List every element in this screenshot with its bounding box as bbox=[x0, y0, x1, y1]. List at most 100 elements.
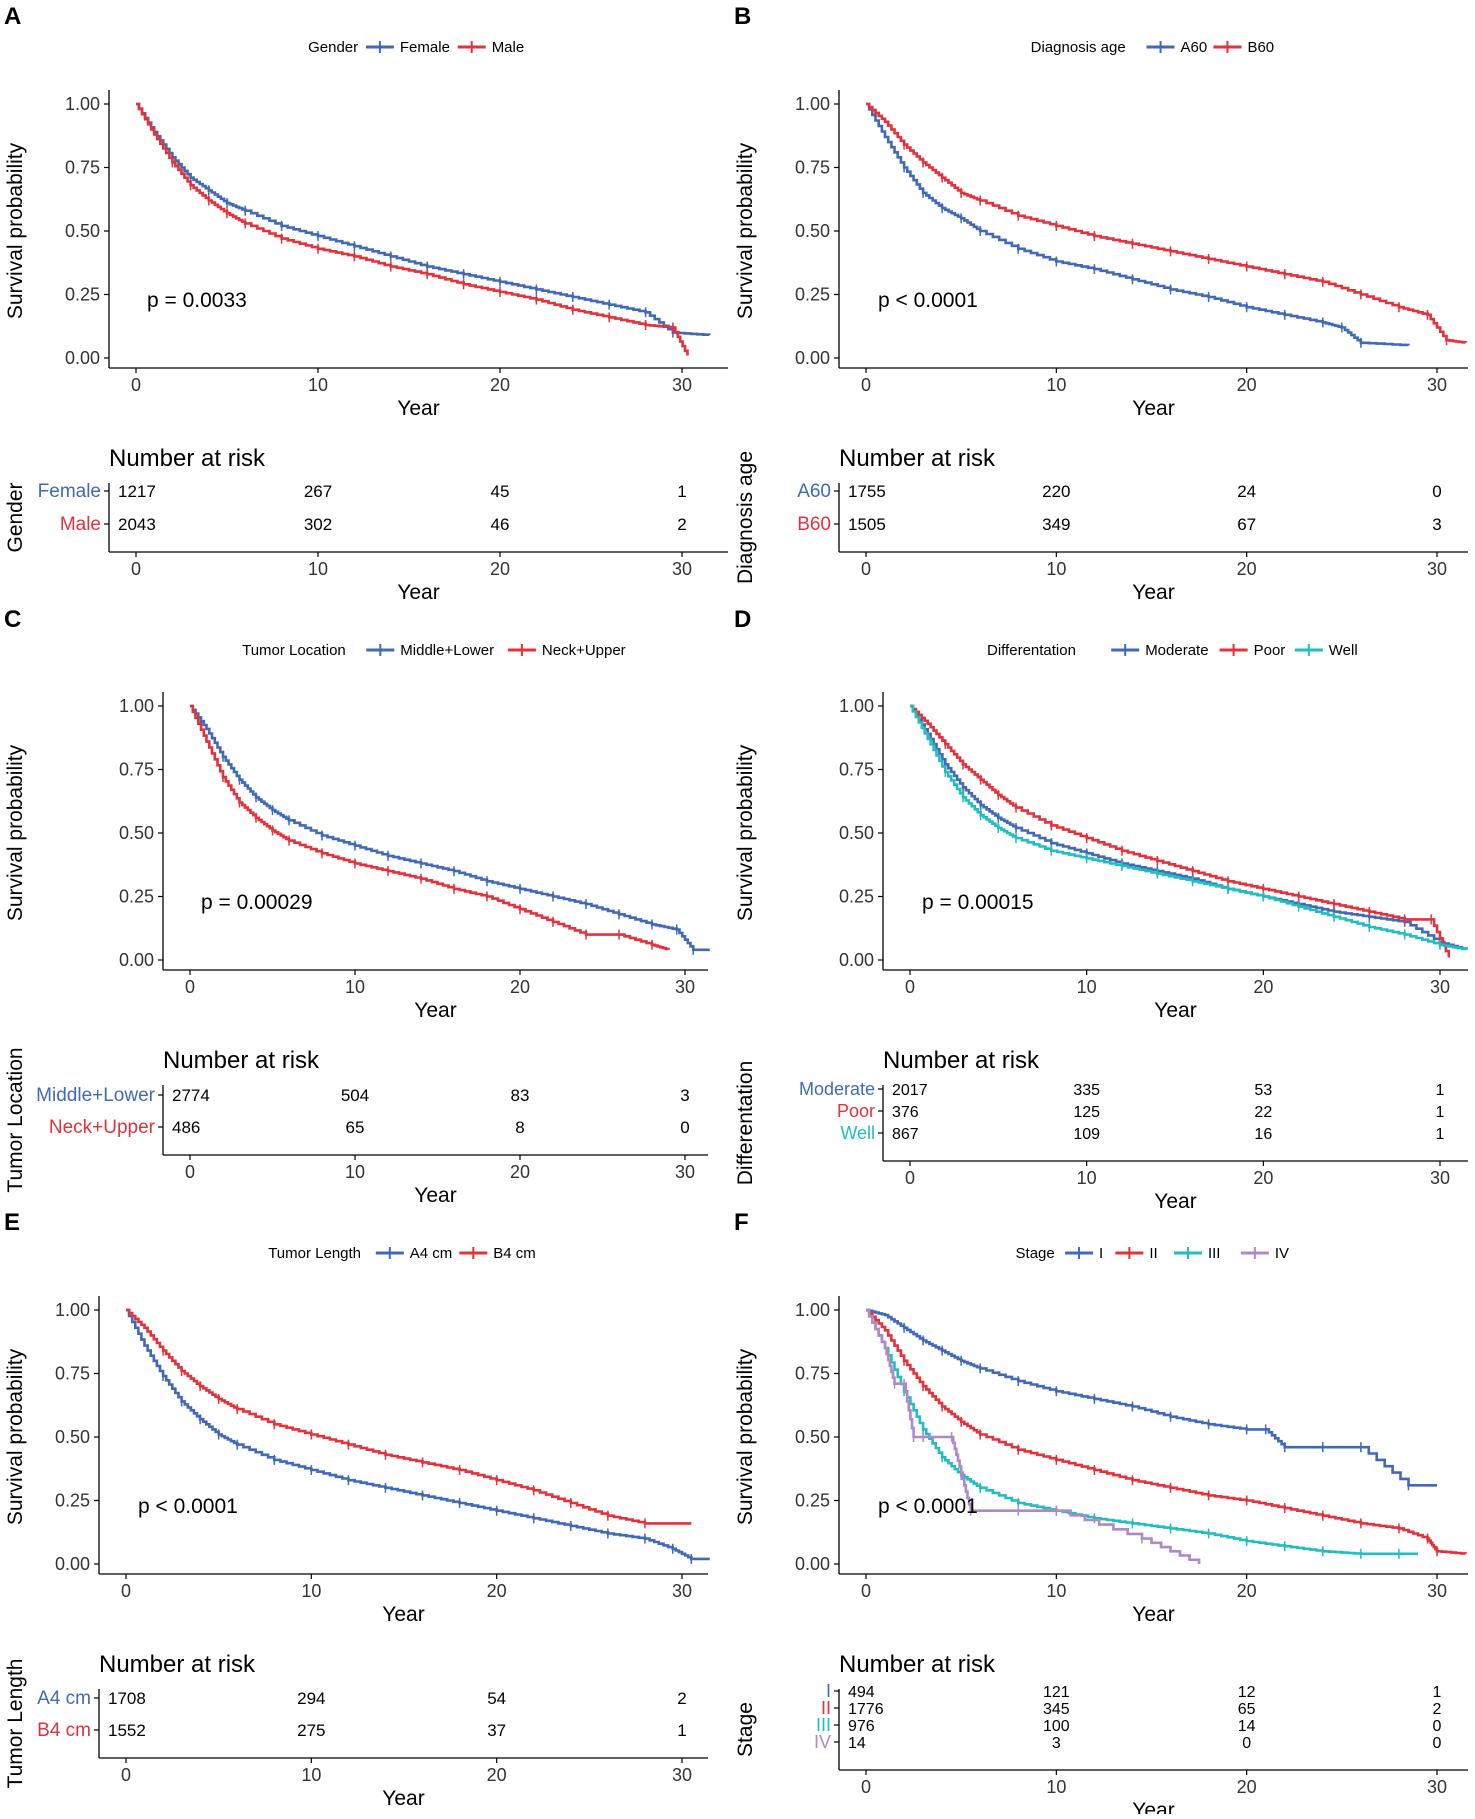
risk-x-tick-label: 0 bbox=[861, 1777, 871, 1797]
x-tick-label: 30 bbox=[1427, 375, 1447, 395]
panel-c: C Tumor Location Middle+Lower Neck+Upper 0.0… bbox=[4, 606, 710, 1207]
risk-x-axis-title: Year bbox=[382, 1787, 424, 1810]
risk-value: 65 bbox=[1238, 1701, 1256, 1718]
legend-label: Middle+Lower bbox=[400, 642, 494, 659]
x-tick-label: 30 bbox=[672, 375, 692, 395]
risk-x-tick-label: 10 bbox=[301, 1765, 321, 1785]
risk-x-axis-title: Year bbox=[397, 581, 439, 604]
y-tick-label: 0.50 bbox=[839, 823, 874, 843]
risk-value: 335 bbox=[1073, 1082, 1100, 1099]
risk-row-label: Middle+Lower bbox=[36, 1085, 155, 1106]
legend-label: Female bbox=[400, 39, 450, 56]
x-tick-label: 0 bbox=[131, 375, 141, 395]
legend: Tumor Length A4 cm B4 cm bbox=[268, 1245, 536, 1262]
y-axis-title: Survival probability bbox=[734, 744, 757, 921]
risk-x-tick-label: 0 bbox=[905, 1168, 915, 1188]
x-tick-label: 0 bbox=[861, 375, 871, 395]
x-tick-label: 10 bbox=[345, 977, 365, 997]
risk-value: 24 bbox=[1237, 482, 1256, 501]
risk-table-title: Number at risk bbox=[99, 1651, 256, 1678]
risk-value: 1 bbox=[677, 482, 686, 501]
y-tick-label: 0.50 bbox=[65, 221, 100, 241]
risk-value: 53 bbox=[1254, 1082, 1272, 1099]
risk-x-tick-label: 20 bbox=[1253, 1168, 1273, 1188]
legend-label: A4 cm bbox=[410, 1245, 453, 1262]
legend-title: Differentation bbox=[987, 642, 1076, 659]
x-axis-title: Year bbox=[414, 999, 456, 1022]
risk-value: 14 bbox=[1238, 1718, 1256, 1735]
risk-value: 2043 bbox=[118, 515, 156, 534]
x-tick-label: 0 bbox=[861, 1581, 871, 1601]
risk-value: 220 bbox=[1042, 482, 1070, 501]
x-tick-label: 10 bbox=[1046, 375, 1066, 395]
risk-row-label: II bbox=[821, 1698, 831, 1718]
panel-letter: D bbox=[734, 606, 751, 633]
x-axis-title: Year bbox=[1154, 999, 1196, 1022]
risk-x-tick-label: 10 bbox=[345, 1162, 365, 1182]
x-tick-label: 10 bbox=[1046, 1581, 1066, 1601]
legend-title: Gender bbox=[308, 39, 358, 56]
risk-value: 37 bbox=[487, 1721, 506, 1740]
risk-axis-title: Differentation bbox=[734, 1061, 757, 1186]
legend-label: I bbox=[1099, 1245, 1103, 1262]
x-tick-label: 30 bbox=[1427, 1581, 1447, 1601]
x-tick-label: 10 bbox=[1077, 977, 1097, 997]
risk-value: 267 bbox=[304, 482, 332, 501]
y-tick-label: 1.00 bbox=[65, 94, 100, 114]
risk-row-label: Well bbox=[840, 1123, 875, 1143]
risk-x-axis-title: Year bbox=[1154, 1190, 1196, 1213]
risk-x-tick-label: 20 bbox=[1237, 1777, 1257, 1797]
risk-value: 83 bbox=[511, 1086, 530, 1105]
risk-value: 275 bbox=[297, 1721, 325, 1740]
legend-label: B4 cm bbox=[493, 1245, 536, 1262]
x-tick-label: 0 bbox=[905, 977, 915, 997]
panel-letter: C bbox=[4, 606, 21, 633]
risk-row-label: I bbox=[826, 1681, 831, 1701]
risk-x-tick-label: 10 bbox=[1077, 1168, 1097, 1188]
x-axis-title: Year bbox=[397, 397, 439, 420]
x-tick-label: 30 bbox=[1430, 977, 1450, 997]
km-curve-well bbox=[910, 704, 1468, 951]
risk-x-tick-label: 10 bbox=[308, 559, 328, 579]
risk-value: 0 bbox=[1433, 1718, 1442, 1735]
p-value: p < 0.0001 bbox=[878, 289, 978, 312]
risk-row-label: IV bbox=[814, 1732, 831, 1752]
risk-x-tick-label: 20 bbox=[510, 1162, 530, 1182]
risk-table-title: Number at risk bbox=[883, 1047, 1040, 1074]
risk-value: 1 bbox=[1433, 1684, 1442, 1701]
legend: Gender Female Male bbox=[308, 39, 524, 56]
legend-title: Diagnosis age bbox=[1031, 39, 1126, 56]
risk-row-label: III bbox=[816, 1715, 831, 1735]
risk-x-tick-label: 10 bbox=[1046, 1777, 1066, 1797]
panel-letter: A bbox=[4, 3, 21, 30]
risk-value: 504 bbox=[341, 1086, 369, 1105]
risk-value: 100 bbox=[1043, 1718, 1070, 1735]
risk-row-label: B4 cm bbox=[37, 1720, 91, 1741]
risk-table-title: Number at risk bbox=[839, 445, 996, 472]
y-tick-label: 0.75 bbox=[795, 1364, 830, 1384]
y-tick-label: 0.00 bbox=[839, 950, 874, 970]
legend: Tumor Location Middle+Lower Neck+Upper bbox=[242, 642, 626, 659]
risk-value: 3 bbox=[1432, 515, 1441, 534]
risk-x-tick-label: 30 bbox=[1427, 559, 1447, 579]
risk-value: 109 bbox=[1073, 1126, 1100, 1143]
risk-x-tick-label: 30 bbox=[1427, 1777, 1447, 1797]
risk-axis-title: Gender bbox=[4, 482, 27, 552]
risk-x-axis-title: Year bbox=[414, 1184, 456, 1207]
legend-label: III bbox=[1208, 1245, 1221, 1262]
y-axis-title: Survival probability bbox=[4, 744, 27, 921]
y-tick-label: 0.00 bbox=[795, 348, 830, 368]
y-tick-label: 1.00 bbox=[119, 696, 154, 716]
risk-value: 2 bbox=[1433, 1701, 1442, 1718]
risk-value: 1755 bbox=[848, 482, 886, 501]
risk-value: 65 bbox=[346, 1118, 365, 1137]
risk-x-tick-label: 30 bbox=[1430, 1168, 1450, 1188]
y-tick-label: 0.25 bbox=[795, 285, 830, 305]
risk-row-label: Moderate bbox=[799, 1079, 875, 1099]
risk-x-tick-label: 20 bbox=[487, 1765, 507, 1785]
risk-value: 67 bbox=[1237, 515, 1256, 534]
risk-row-label: A4 cm bbox=[37, 1688, 91, 1709]
risk-value: 1552 bbox=[108, 1721, 146, 1740]
legend-label: Neck+Upper bbox=[542, 642, 626, 659]
